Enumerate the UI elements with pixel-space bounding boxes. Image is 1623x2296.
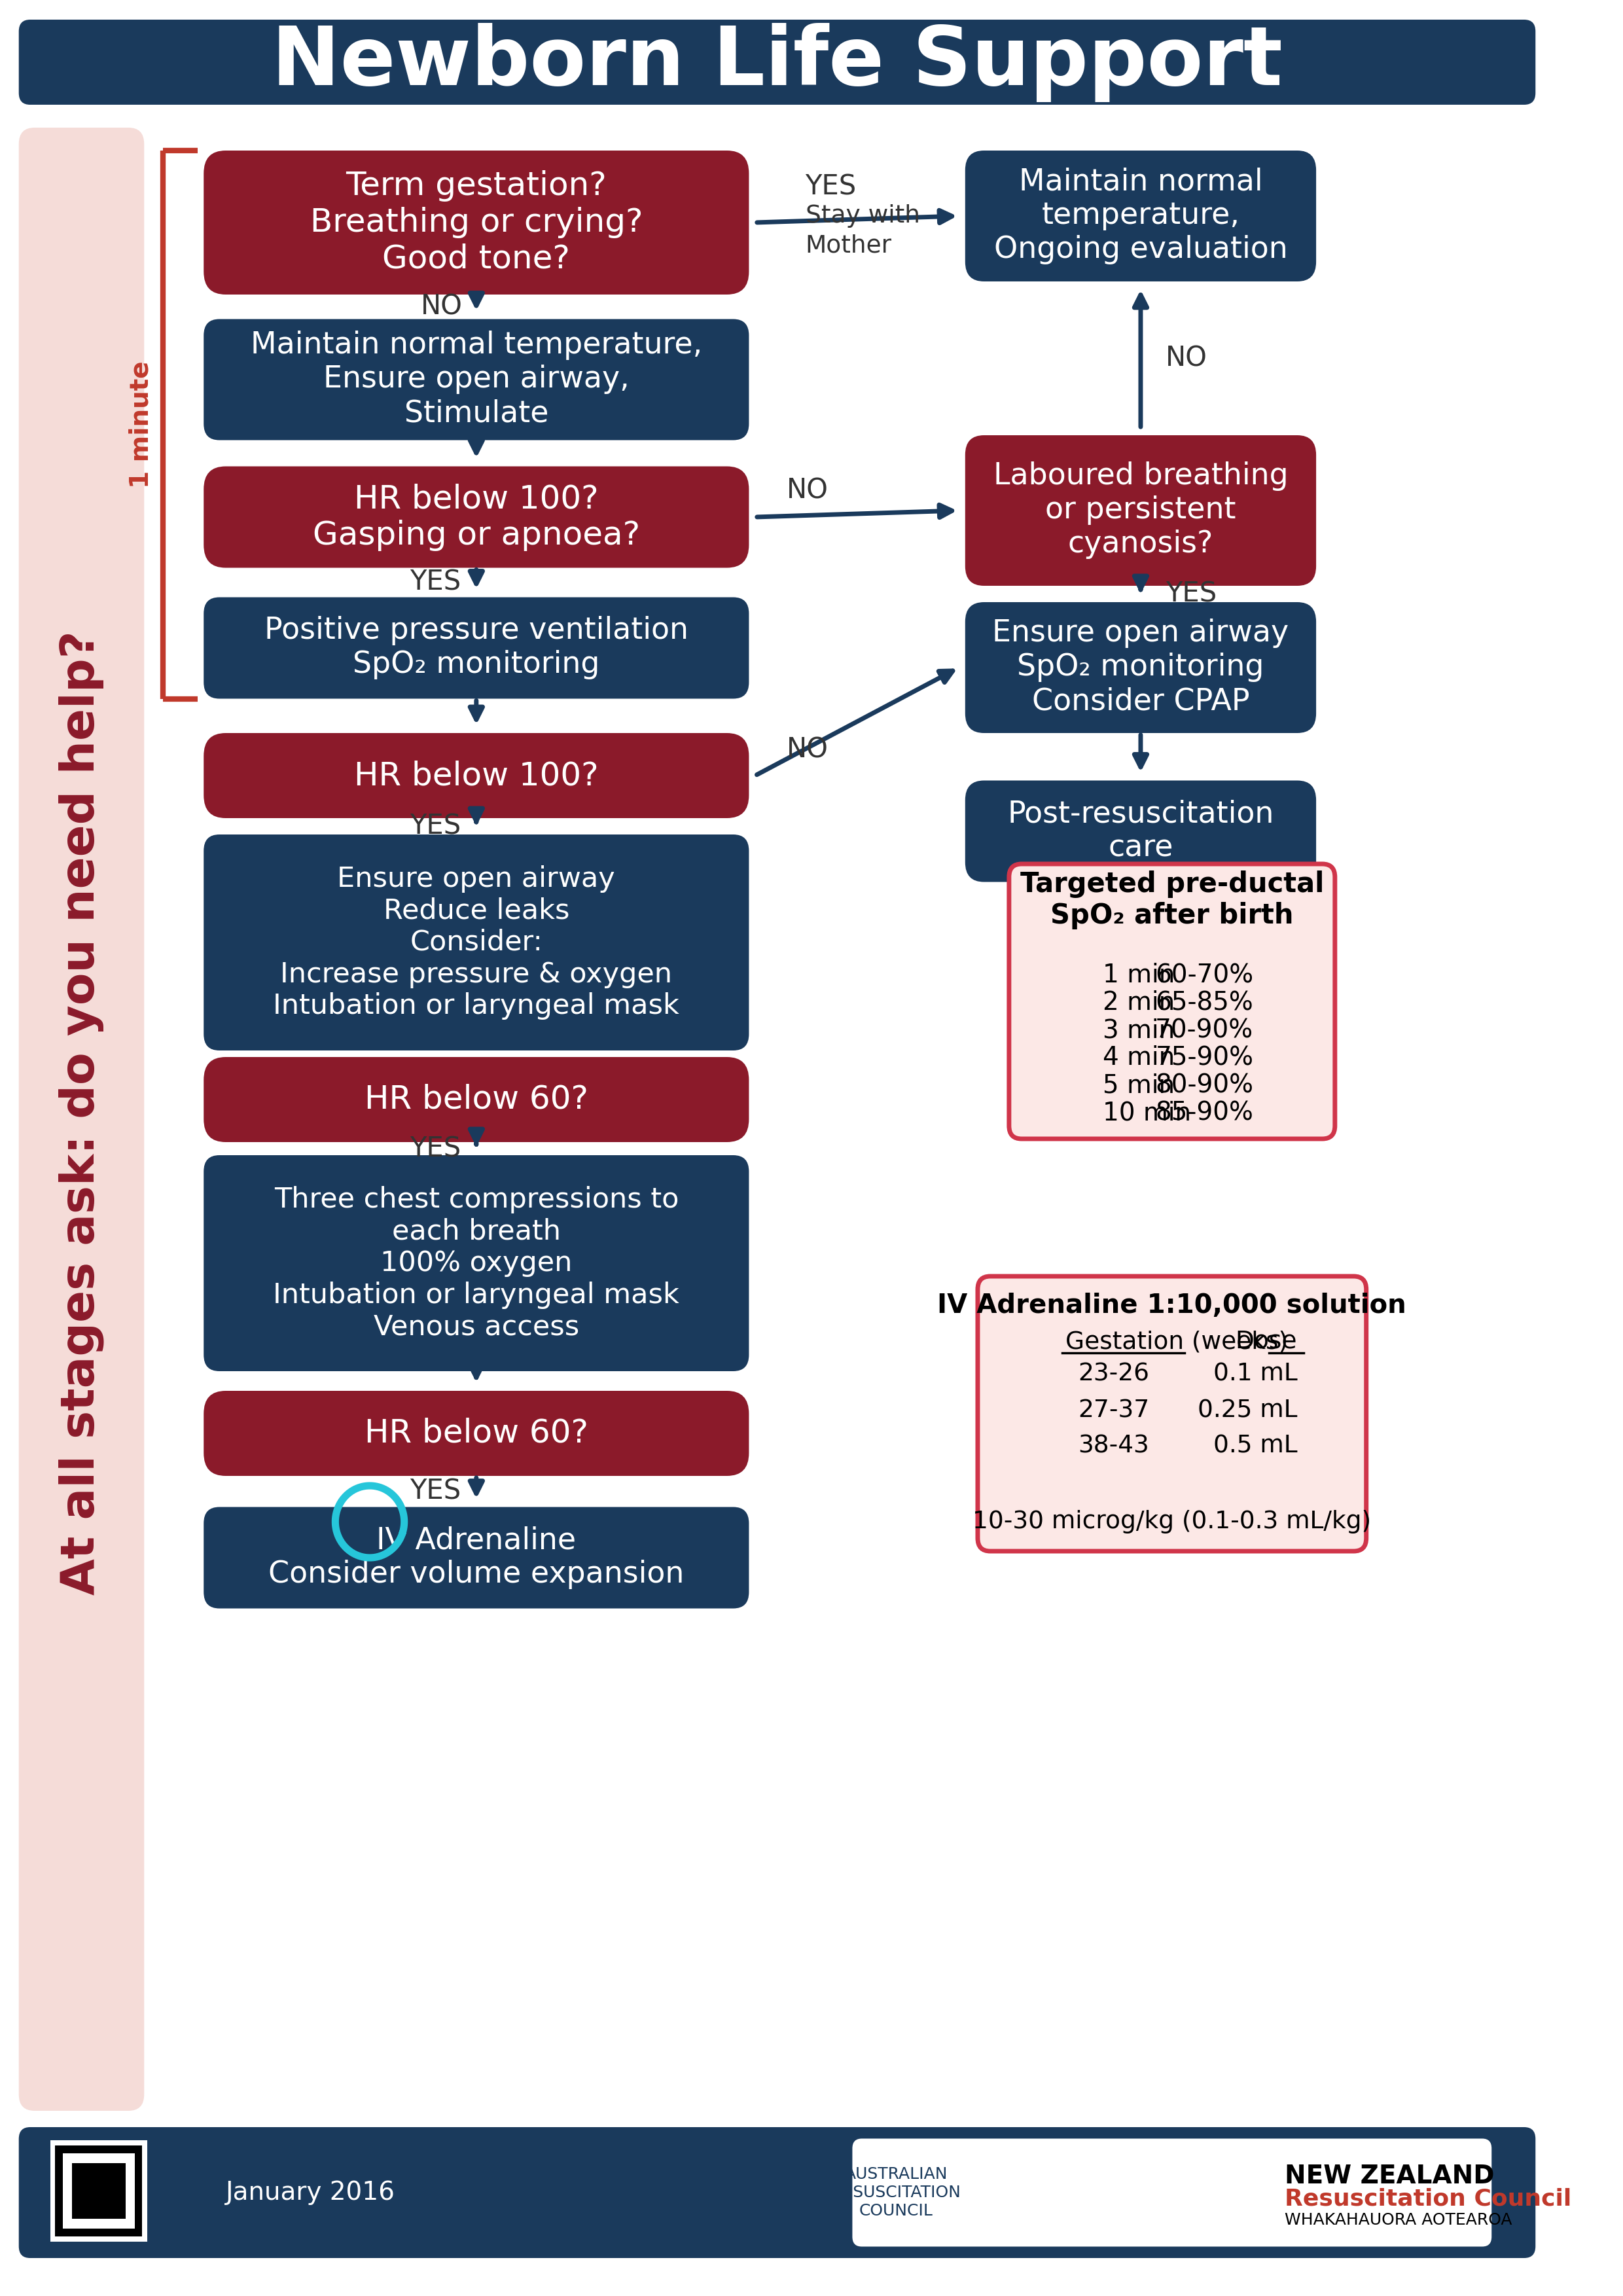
Text: 0.1 mL: 0.1 mL — [1212, 1364, 1297, 1387]
Text: HR below 60?: HR below 60? — [365, 1084, 588, 1116]
Text: NO: NO — [787, 735, 828, 762]
Text: 38-43: 38-43 — [1078, 1435, 1149, 1458]
Text: Post-resuscitation
care: Post-resuscitation care — [1008, 799, 1274, 863]
Text: 1 minute: 1 minute — [128, 360, 154, 489]
Text: 4 min: 4 min — [1104, 1045, 1175, 1070]
Text: Gestation (weeks): Gestation (weeks) — [1065, 1329, 1289, 1355]
Text: Three chest compressions to
each breath
100% oxygen
Intubation or laryngeal mask: Three chest compressions to each breath … — [273, 1185, 680, 1341]
FancyBboxPatch shape — [19, 21, 1535, 106]
FancyBboxPatch shape — [203, 1506, 748, 1609]
FancyBboxPatch shape — [203, 732, 748, 817]
Text: 60-70%: 60-70% — [1156, 962, 1253, 987]
Text: Stay with: Stay with — [805, 204, 920, 227]
Text: Ensure open airway
SpO₂ monitoring
Consider CPAP: Ensure open airway SpO₂ monitoring Consi… — [992, 620, 1289, 716]
FancyBboxPatch shape — [966, 436, 1316, 585]
Text: NO: NO — [1165, 344, 1208, 372]
FancyBboxPatch shape — [203, 319, 748, 441]
Text: NEW ZEALAND: NEW ZEALAND — [1285, 2163, 1495, 2188]
Text: At all stages ask: do you need help?: At all stages ask: do you need help? — [58, 631, 104, 1596]
Text: 3 min: 3 min — [1104, 1017, 1175, 1042]
Text: HR below 60?: HR below 60? — [365, 1417, 588, 1449]
Text: Mother: Mother — [805, 234, 891, 257]
FancyBboxPatch shape — [966, 152, 1316, 282]
Text: 23-26: 23-26 — [1078, 1364, 1149, 1387]
FancyBboxPatch shape — [203, 466, 748, 567]
Text: 27-37: 27-37 — [1078, 1398, 1149, 1421]
Text: AUSTRALIAN
RESUSCITATION
COUNCIL: AUSTRALIAN RESUSCITATION COUNCIL — [831, 2167, 961, 2218]
Text: January 2016: January 2016 — [226, 2181, 394, 2204]
Text: 5 min: 5 min — [1104, 1072, 1175, 1097]
FancyBboxPatch shape — [966, 602, 1316, 732]
FancyBboxPatch shape — [203, 1391, 748, 1476]
Text: NO: NO — [787, 478, 828, 505]
Text: Newborn Life Support: Newborn Life Support — [271, 23, 1282, 101]
Text: Maintain normal temperature,
Ensure open airway,
Stimulate: Maintain normal temperature, Ensure open… — [250, 331, 703, 429]
FancyBboxPatch shape — [19, 2126, 1535, 2257]
Text: 0.5 mL: 0.5 mL — [1212, 1435, 1297, 1458]
Text: YES: YES — [805, 172, 857, 200]
Text: 2 min: 2 min — [1104, 990, 1175, 1015]
FancyBboxPatch shape — [203, 1056, 748, 1141]
Text: HR below 100?: HR below 100? — [354, 760, 599, 792]
Text: 0.25 mL: 0.25 mL — [1198, 1398, 1297, 1421]
FancyBboxPatch shape — [1010, 863, 1336, 1139]
Text: YES: YES — [411, 1479, 461, 1506]
Text: 1 min: 1 min — [1104, 962, 1175, 987]
Bar — [71, 2163, 125, 2218]
Text: YES: YES — [411, 813, 461, 840]
Text: HR below 100?
Gasping or apnoea?: HR below 100? Gasping or apnoea? — [313, 482, 639, 551]
FancyBboxPatch shape — [203, 833, 748, 1052]
Text: Term gestation?
Breathing or crying?
Good tone?: Term gestation? Breathing or crying? Goo… — [310, 170, 643, 276]
Bar — [50, 2140, 148, 2241]
Text: 85-90%: 85-90% — [1156, 1100, 1253, 1125]
Text: NO: NO — [420, 294, 463, 321]
FancyBboxPatch shape — [203, 597, 748, 698]
Bar — [55, 2144, 143, 2236]
Text: YES: YES — [411, 1134, 461, 1162]
Text: Laboured breathing
or persistent
cyanosis?: Laboured breathing or persistent cyanosi… — [993, 461, 1289, 560]
Text: WHAKAHAUORA AOTEAROA: WHAKAHAUORA AOTEAROA — [1285, 2213, 1513, 2227]
Text: Maintain normal
temperature,
Ongoing evaluation: Maintain normal temperature, Ongoing eva… — [993, 168, 1287, 264]
Text: Ensure open airway
Reduce leaks
Consider:
Increase pressure & oxygen
Intubation : Ensure open airway Reduce leaks Consider… — [273, 866, 680, 1019]
FancyBboxPatch shape — [966, 781, 1316, 882]
Text: IV Adrenaline 1:10,000 solution: IV Adrenaline 1:10,000 solution — [938, 1293, 1407, 1318]
Text: 75-90%: 75-90% — [1156, 1045, 1253, 1070]
FancyBboxPatch shape — [19, 129, 144, 2110]
FancyBboxPatch shape — [852, 2138, 1492, 2245]
FancyBboxPatch shape — [977, 1277, 1367, 1552]
Text: Positive pressure ventilation
SpO₂ monitoring: Positive pressure ventilation SpO₂ monit… — [265, 615, 688, 680]
Text: 70-90%: 70-90% — [1156, 1017, 1253, 1042]
Text: 10-30 microg/kg (0.1-0.3 mL/kg): 10-30 microg/kg (0.1-0.3 mL/kg) — [972, 1511, 1371, 1534]
FancyBboxPatch shape — [203, 1155, 748, 1371]
Text: IV Adrenaline
Consider volume expansion: IV Adrenaline Consider volume expansion — [268, 1527, 685, 1589]
Text: YES: YES — [1165, 581, 1217, 608]
Text: 80-90%: 80-90% — [1156, 1072, 1253, 1097]
Text: Resuscitation Council: Resuscitation Council — [1285, 2188, 1571, 2211]
Text: Dose: Dose — [1235, 1329, 1297, 1355]
Text: Targeted pre-ductal
SpO₂ after birth: Targeted pre-ductal SpO₂ after birth — [1019, 870, 1324, 930]
Bar — [63, 2154, 135, 2229]
Text: 65-85%: 65-85% — [1156, 990, 1253, 1015]
Text: 10 min: 10 min — [1104, 1100, 1191, 1125]
Text: YES: YES — [411, 569, 461, 597]
FancyBboxPatch shape — [203, 152, 748, 294]
